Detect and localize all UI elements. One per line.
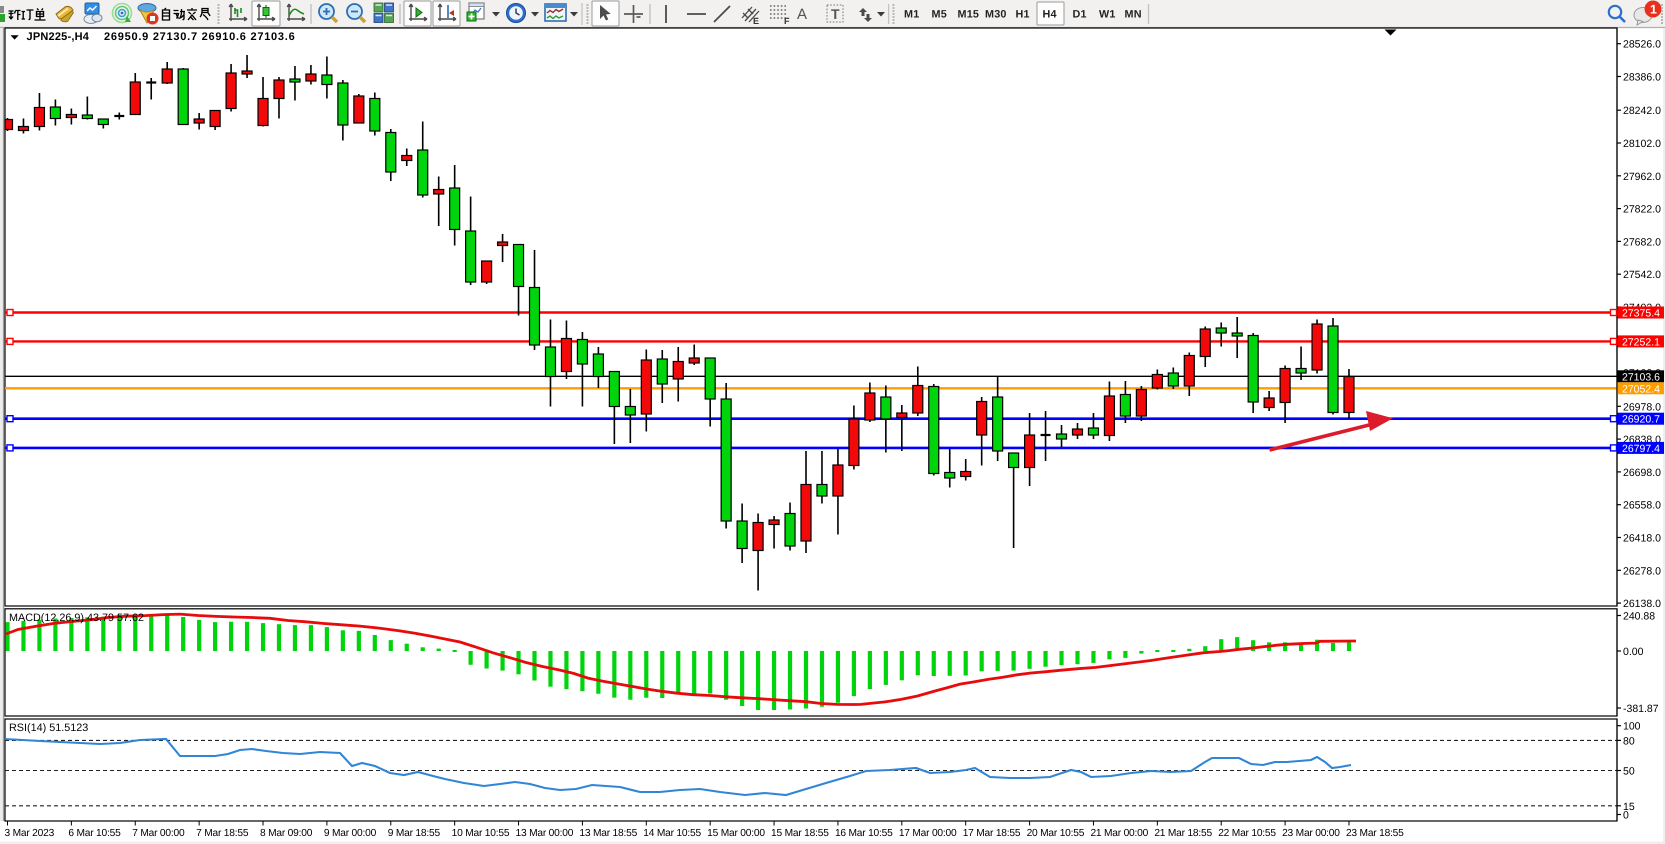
svg-text:26950.9 27130.7 26910.6 27103.: 26950.9 27130.7 26910.6 27103.6	[104, 31, 295, 43]
svg-text:9 Mar 00:00: 9 Mar 00:00	[324, 828, 377, 839]
svg-text:100: 100	[1623, 721, 1641, 733]
svg-text:M1: M1	[904, 9, 919, 21]
svg-text:15: 15	[1623, 801, 1635, 813]
svg-text:MACD(12,26,9) 43.79 57.62: MACD(12,26,9) 43.79 57.62	[9, 612, 144, 624]
svg-text:W1: W1	[1099, 9, 1116, 21]
svg-text:23 Mar 18:55: 23 Mar 18:55	[1346, 828, 1404, 839]
svg-text:23 Mar 00:00: 23 Mar 00:00	[1282, 828, 1340, 839]
svg-text:6 Mar 10:55: 6 Mar 10:55	[68, 828, 121, 839]
svg-text:21 Mar 00:00: 21 Mar 00:00	[1090, 828, 1148, 839]
svg-text:20 Mar 10:55: 20 Mar 10:55	[1027, 828, 1085, 839]
svg-text:3 Mar 2023: 3 Mar 2023	[5, 828, 55, 839]
svg-text:27962.0: 27962.0	[1623, 171, 1661, 183]
svg-text:A: A	[797, 6, 807, 23]
svg-text:17 Mar 18:55: 17 Mar 18:55	[963, 828, 1021, 839]
svg-text:26698.0: 26698.0	[1623, 467, 1661, 479]
svg-text:27682.0: 27682.0	[1623, 236, 1661, 248]
svg-text:26278.0: 26278.0	[1623, 565, 1661, 577]
svg-text:M5: M5	[932, 9, 947, 21]
svg-text:7 Mar 18:55: 7 Mar 18:55	[196, 828, 249, 839]
svg-text:28526.0: 28526.0	[1623, 39, 1661, 51]
svg-text:10 Mar 10:55: 10 Mar 10:55	[452, 828, 510, 839]
svg-text:14 Mar 10:55: 14 Mar 10:55	[643, 828, 701, 839]
svg-text:240.88: 240.88	[1623, 611, 1655, 623]
svg-text:D1: D1	[1073, 9, 1087, 21]
svg-text:8 Mar 09:00: 8 Mar 09:00	[260, 828, 313, 839]
svg-text:M15: M15	[958, 9, 980, 21]
svg-text:26797.4: 26797.4	[1622, 443, 1660, 455]
svg-text:27822.0: 27822.0	[1623, 204, 1661, 216]
svg-text:80: 80	[1623, 735, 1635, 747]
svg-text:9 Mar 18:55: 9 Mar 18:55	[388, 828, 441, 839]
svg-text:26418.0: 26418.0	[1623, 533, 1661, 545]
svg-text:17 Mar 00:00: 17 Mar 00:00	[899, 828, 957, 839]
svg-text:T: T	[831, 6, 840, 22]
svg-text:22 Mar 10:55: 22 Mar 10:55	[1218, 828, 1276, 839]
svg-text:27052.4: 27052.4	[1622, 383, 1660, 395]
svg-text:7 Mar 00:00: 7 Mar 00:00	[132, 828, 185, 839]
svg-text:15 Mar 18:55: 15 Mar 18:55	[771, 828, 829, 839]
svg-text:H4: H4	[1043, 9, 1057, 21]
svg-text:H1: H1	[1016, 9, 1030, 21]
svg-text:26138.0: 26138.0	[1623, 598, 1661, 610]
svg-text:JPN225-,H4: JPN225-,H4	[27, 31, 90, 43]
svg-text:27252.1: 27252.1	[1622, 336, 1660, 348]
svg-text:1: 1	[1650, 3, 1657, 17]
svg-text:28102.0: 28102.0	[1623, 138, 1661, 150]
svg-text:RSI(14) 51.5123: RSI(14) 51.5123	[9, 722, 88, 734]
svg-text:27375.4: 27375.4	[1622, 308, 1660, 320]
svg-text:13 Mar 00:00: 13 Mar 00:00	[516, 828, 574, 839]
svg-text:27542.0: 27542.0	[1623, 269, 1661, 281]
svg-text:50: 50	[1623, 766, 1635, 778]
svg-text:26978.0: 26978.0	[1623, 401, 1661, 413]
svg-text:15 Mar 00:00: 15 Mar 00:00	[707, 828, 765, 839]
svg-text:27103.6: 27103.6	[1622, 371, 1660, 383]
svg-text:E: E	[753, 16, 759, 26]
svg-text:28386.0: 28386.0	[1623, 72, 1661, 84]
svg-text:0.00: 0.00	[1623, 646, 1644, 658]
svg-text:M30: M30	[985, 9, 1007, 21]
svg-text:21 Mar 18:55: 21 Mar 18:55	[1154, 828, 1212, 839]
svg-text:26920.7: 26920.7	[1622, 414, 1660, 426]
svg-text:13 Mar 18:55: 13 Mar 18:55	[579, 828, 637, 839]
svg-text:F: F	[784, 16, 790, 26]
svg-text:-381.87: -381.87	[1623, 703, 1659, 715]
svg-text:26558.0: 26558.0	[1623, 500, 1661, 512]
svg-text:0: 0	[1623, 810, 1629, 822]
svg-text:16 Mar 10:55: 16 Mar 10:55	[835, 828, 893, 839]
svg-text:28242.0: 28242.0	[1623, 105, 1661, 117]
svg-text:MN: MN	[1125, 9, 1142, 21]
